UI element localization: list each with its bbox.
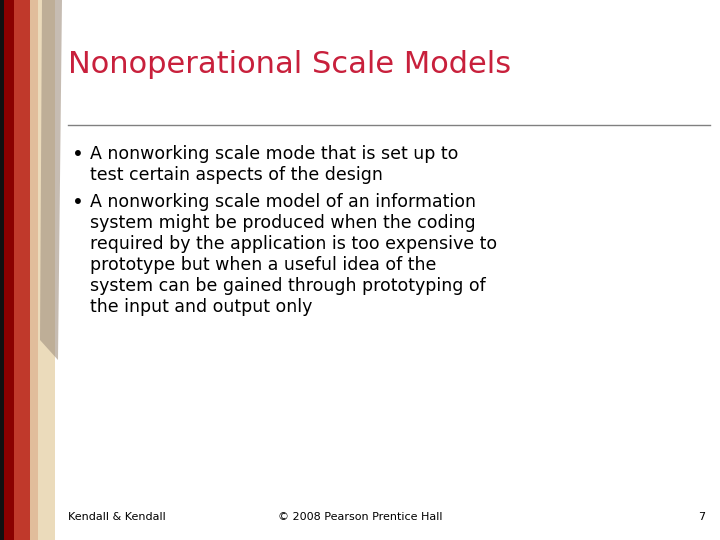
- Text: system might be produced when the coding: system might be produced when the coding: [90, 214, 476, 232]
- Text: Kendall & Kendall: Kendall & Kendall: [68, 512, 166, 522]
- Text: Nonoperational Scale Models: Nonoperational Scale Models: [68, 50, 511, 79]
- Polygon shape: [30, 0, 55, 540]
- Polygon shape: [14, 0, 38, 540]
- Text: •: •: [72, 145, 84, 164]
- Bar: [0, 0, 4, 540]
- Polygon shape: [40, 0, 62, 360]
- Text: the input and output only: the input and output only: [90, 298, 312, 316]
- Text: system can be gained through prototyping of: system can be gained through prototyping…: [90, 277, 486, 295]
- Text: 7: 7: [698, 512, 705, 522]
- Text: test certain aspects of the design: test certain aspects of the design: [90, 166, 383, 184]
- Text: © 2008 Pearson Prentice Hall: © 2008 Pearson Prentice Hall: [278, 512, 442, 522]
- Text: •: •: [72, 193, 84, 212]
- Text: A nonworking scale model of an information: A nonworking scale model of an informati…: [90, 193, 476, 211]
- Text: prototype but when a useful idea of the: prototype but when a useful idea of the: [90, 256, 436, 274]
- Text: required by the application is too expensive to: required by the application is too expen…: [90, 235, 497, 253]
- Text: A nonworking scale mode that is set up to: A nonworking scale mode that is set up t…: [90, 145, 459, 163]
- Bar: [4, 0, 14, 540]
